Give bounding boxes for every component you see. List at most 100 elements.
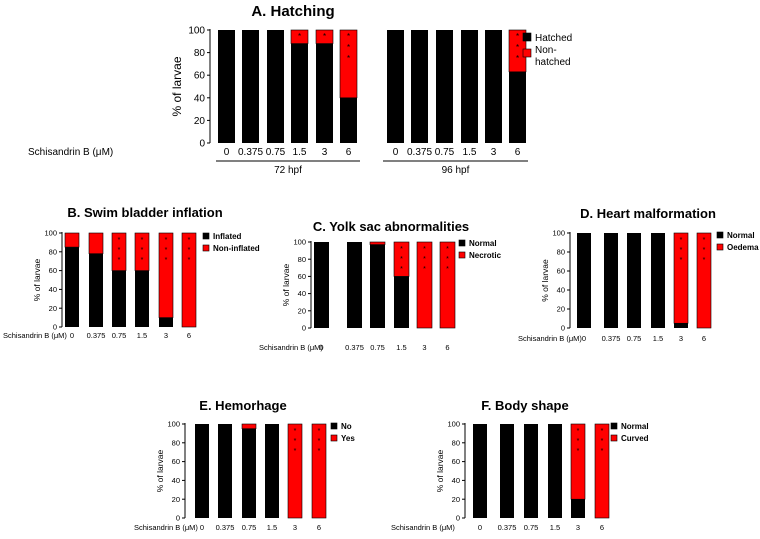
y-tick-label: 100	[552, 229, 565, 238]
x-tick-label: 0	[70, 331, 74, 340]
y-tick-label: 40	[49, 285, 57, 294]
significance-star: *	[188, 257, 191, 264]
legend-label: Non-inflated	[213, 244, 260, 253]
x-tick-label: 0.375	[407, 147, 432, 158]
bar-segment-lower	[347, 242, 362, 328]
significance-star: *	[446, 266, 449, 273]
significance-star: *	[165, 257, 168, 264]
bar-segment-upper	[570, 423, 586, 500]
significance-star: *	[118, 247, 121, 254]
x-tick-label: 6	[600, 523, 604, 532]
y-tick-label: 40	[172, 476, 180, 485]
significance-star: *	[516, 32, 519, 41]
significance-marks: * * *	[347, 32, 350, 63]
bar-segment-upper	[439, 241, 456, 329]
bar-segment-lower	[394, 276, 409, 328]
x-axis-label: Schisandrin B (μM)	[3, 331, 67, 340]
y-tick-label: 0	[176, 514, 180, 523]
legend: Inflated Non-inflated	[202, 232, 260, 253]
bar-segment-lower	[65, 247, 79, 327]
significance-marks: * * *	[703, 237, 706, 264]
x-tick-label: 1.5	[396, 343, 406, 352]
bar-segment-upper	[287, 423, 303, 519]
bar-segment-lower	[195, 424, 209, 518]
x-tick-label: 0.375	[216, 523, 235, 532]
bar-segment-lower	[548, 424, 562, 518]
chart-title: E. Hemorhage	[199, 398, 286, 413]
significance-star: *	[516, 43, 519, 52]
bar-segment-lower	[411, 30, 428, 143]
y-tick-label: 40	[194, 93, 206, 104]
x-tick-label: 6	[346, 147, 352, 158]
legend: No Yes	[330, 422, 355, 443]
x-tick-label: 3	[164, 331, 168, 340]
legend: Normal Oedema	[716, 231, 759, 252]
bar-segment-upper	[64, 232, 80, 248]
significance-star: *	[446, 246, 449, 253]
bar-segment-lower	[387, 30, 404, 143]
significance-star: *	[577, 428, 580, 435]
x-tick-label: 6	[317, 523, 321, 532]
panel-e: E. Hemorhage % of larvae 0 20 40 60 80 100 0 0.37…	[134, 398, 355, 532]
significance-star: *	[294, 428, 297, 435]
bar-segment-lower	[159, 317, 173, 327]
x-tick-label: 3	[293, 523, 297, 532]
x-tick-label: 0	[478, 523, 482, 532]
bar-segment-lower	[135, 270, 149, 327]
panel-f: F. Body shape % of larvae 0 20 40 60 80 100 0 0.3…	[391, 398, 649, 532]
bar-segment-lower	[509, 71, 526, 143]
significance-star: *	[188, 237, 191, 244]
legend: Normal Curved	[610, 422, 649, 443]
significance-star: *	[680, 257, 683, 264]
x-tick-label: 6	[515, 147, 521, 158]
y-tick-label: 40	[452, 476, 460, 485]
x-tick-label: 0.375	[87, 331, 106, 340]
y-tick-label: 60	[557, 267, 565, 276]
x-axis-label: Schisandrin B (μM)	[28, 147, 113, 158]
y-tick-label: 0	[53, 323, 57, 332]
legend-label: Inflated	[213, 232, 242, 241]
bar-segment-lower	[242, 428, 256, 518]
bar-segment-upper	[594, 423, 610, 519]
significance-star: *	[400, 246, 403, 253]
y-tick-label: 80	[452, 438, 460, 447]
bar-segment-lower	[370, 244, 385, 328]
x-tick-label: 0.375	[345, 343, 364, 352]
x-tick-label: 0	[224, 147, 230, 158]
bar-segment-upper	[181, 232, 197, 328]
y-axis-label: % of larvae	[170, 56, 184, 116]
significance-marks: * * *	[141, 237, 144, 264]
significance-star: *	[516, 54, 519, 63]
bar-segment-lower	[267, 30, 284, 143]
y-tick-label: 60	[172, 457, 180, 466]
legend-swatch	[522, 48, 532, 58]
significance-marks: * * *	[680, 237, 683, 264]
bar-segment-lower	[265, 424, 279, 518]
y-tick-label: 80	[557, 248, 565, 257]
x-tick-label: 3	[422, 343, 426, 352]
group-label: 72 hpf	[274, 165, 302, 176]
significance-star: *	[400, 266, 403, 273]
x-tick-label: 1.5	[293, 147, 307, 158]
bar-segment-lower	[524, 424, 538, 518]
y-tick-label: 20	[194, 116, 206, 127]
y-tick-label: 20	[172, 495, 180, 504]
significance-star: *	[703, 237, 706, 244]
legend-swatch	[330, 422, 338, 430]
legend-swatch	[458, 251, 466, 259]
y-tick-label: 100	[188, 26, 205, 37]
legend-label: Hatched	[535, 33, 572, 44]
bar-segment-lower	[314, 242, 329, 328]
y-tick-label: 80	[172, 438, 180, 447]
x-axis-label: Schisandrin B (μM)	[259, 343, 323, 352]
significance-star: *	[400, 256, 403, 263]
x-tick-label: 0.375	[238, 147, 263, 158]
legend-label: Necrotic	[469, 251, 502, 260]
significance-star: *	[347, 54, 350, 63]
bar-segment-lower	[651, 233, 665, 328]
chart-title: B. Swim bladder inflation	[67, 205, 222, 220]
significance-star: *	[347, 32, 350, 41]
significance-star: *	[294, 448, 297, 455]
significance-star: *	[141, 257, 144, 264]
